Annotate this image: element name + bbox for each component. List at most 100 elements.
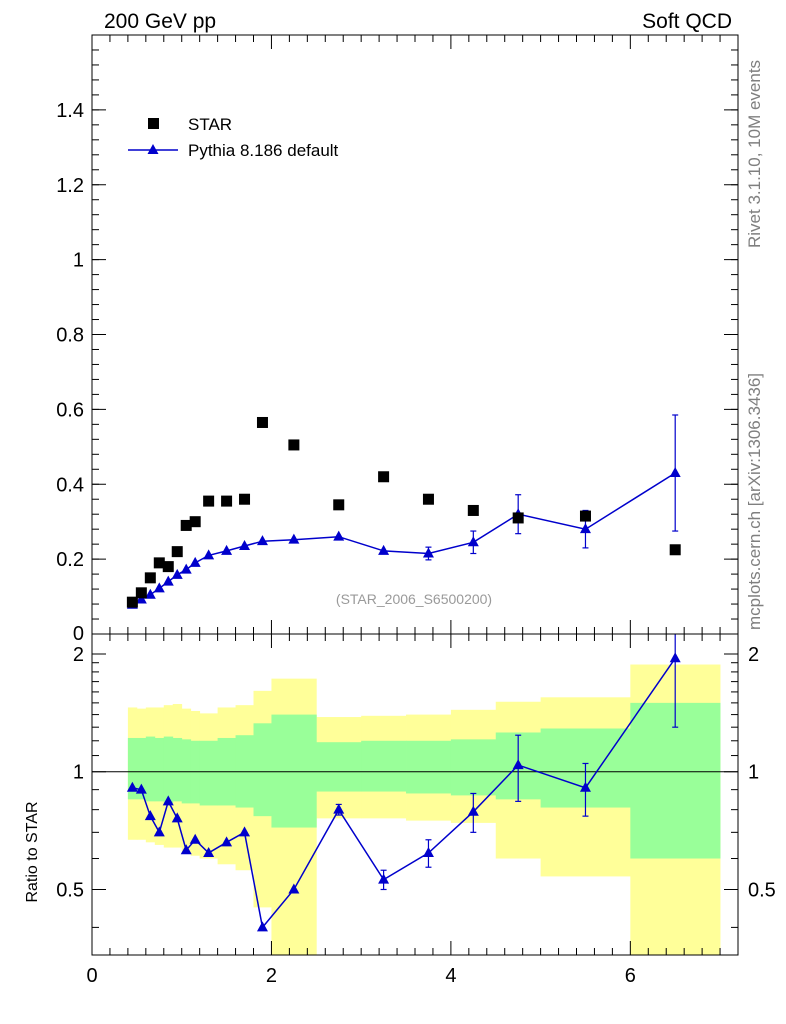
band-inner	[406, 740, 452, 794]
band-inner	[253, 723, 272, 817]
band-inner	[127, 737, 138, 800]
ratio-point	[221, 836, 233, 847]
band-inner	[450, 739, 497, 796]
pythia-point	[171, 568, 183, 579]
ratio-y-tick-label-right: 0.5	[748, 879, 776, 901]
star-point	[153, 557, 165, 569]
ratio-point	[256, 921, 268, 932]
star-point	[189, 516, 201, 528]
star-point	[422, 493, 434, 505]
ratio-y-tick-label: 1	[73, 762, 84, 784]
main-y-tick-label: 0.6	[56, 399, 84, 421]
star-point	[135, 587, 147, 599]
main-panel: 0 0.2 0.4 0.6 0.8 1 1.2 1.4	[56, 34, 739, 645]
star-point	[669, 544, 681, 556]
ratio-y-axis-label: Ratio to STAR	[24, 801, 41, 902]
ratio-point	[669, 652, 681, 663]
ratio-point	[467, 805, 479, 816]
pythia-point	[333, 530, 345, 541]
pythia-point	[144, 588, 156, 599]
legend-star-label: STAR	[188, 115, 232, 134]
side-label-rivet: Rivet 3.1.10, 10M events	[745, 60, 764, 248]
ratio-point	[512, 759, 524, 770]
pythia-point	[180, 563, 192, 574]
band-inner	[163, 736, 174, 804]
star-point	[333, 499, 345, 511]
pythia-point	[135, 593, 147, 604]
ratio-panel: 0.5 1 2 0.5 1 2 0 2 4 6	[56, 633, 776, 987]
pythia-point	[579, 523, 591, 534]
side-label-mcplots: mcplots.cern.ch [arXiv:1306.3436]	[745, 373, 764, 630]
header-right-title: Soft QCD	[642, 10, 732, 33]
ratio-point	[579, 781, 591, 792]
ratio-point	[288, 883, 300, 894]
main-y-tick-label: 0	[73, 623, 84, 645]
ratio-point	[144, 810, 156, 821]
main-y-tick-label: 1	[73, 250, 84, 272]
ratio-y-tick-label-right: 2	[748, 644, 759, 666]
pythia-point	[256, 535, 268, 546]
star-point	[126, 596, 138, 608]
ratio-point	[126, 781, 138, 792]
star-point	[467, 504, 479, 516]
pythia-point	[162, 575, 174, 586]
ratio-point	[239, 826, 251, 837]
ratio-y-tick-label-right: 1	[748, 762, 759, 784]
star-point	[203, 495, 215, 507]
ratio-x-tick-label: 4	[445, 965, 456, 987]
pythia-point	[189, 556, 201, 567]
star-point	[162, 561, 174, 573]
ratio-point	[162, 795, 174, 806]
ratio-y-tick-label: 0.5	[56, 879, 84, 901]
main-y-tick-label: 0.8	[56, 325, 84, 347]
header-left-title: 200 GeV pp	[104, 10, 216, 33]
ratio-point	[189, 833, 201, 844]
star-point	[144, 572, 156, 584]
band-inner	[199, 740, 219, 806]
pythia-point	[467, 536, 479, 547]
ratio-point	[153, 826, 165, 837]
ratio-point	[180, 844, 192, 855]
ratio-x-tick-label: 6	[625, 965, 636, 987]
band-inner	[145, 736, 156, 802]
main-y-tick-label: 0.4	[56, 474, 84, 496]
ratio-point	[378, 873, 390, 884]
ratio-point	[203, 846, 215, 857]
band-inner	[316, 742, 362, 792]
star-point	[378, 471, 390, 483]
star-point	[256, 416, 268, 428]
ratio-plot-frame	[91, 633, 739, 956]
star-point	[221, 495, 233, 507]
band-inner	[630, 702, 721, 859]
pythia-point	[203, 549, 215, 560]
pythia-point	[288, 533, 300, 544]
main-y-tick-label: 1.2	[56, 175, 84, 197]
main-y-tick-label: 1.4	[56, 100, 84, 122]
ratio-y-tick-label: 2	[73, 644, 84, 666]
pythia-point	[153, 582, 165, 593]
pythia-point	[221, 544, 233, 555]
ratio-x-tick-label: 0	[86, 965, 97, 987]
star-point	[288, 439, 300, 451]
ratio-point	[333, 803, 345, 814]
legend-pythia-marker	[147, 144, 159, 154]
ratio-x-tick-label: 2	[266, 965, 277, 987]
band-inner	[136, 737, 147, 800]
band-inner	[154, 737, 165, 802]
pythia-point	[669, 467, 681, 478]
star-point	[180, 519, 192, 531]
ratio-line	[132, 657, 676, 930]
main-y-tick-label: 0.2	[56, 549, 84, 571]
legend-pythia-label: Pythia 8.186 default	[188, 141, 339, 160]
band-inner	[361, 740, 407, 792]
pythia-point	[239, 540, 251, 551]
legend: STAR Pythia 8.186 default	[128, 115, 339, 160]
ratio-point	[171, 812, 183, 823]
star-point	[579, 510, 591, 522]
pythia-line	[132, 472, 676, 606]
star-point	[512, 512, 524, 524]
band-inner	[172, 737, 183, 802]
star-point	[239, 493, 251, 505]
pythia-point	[422, 547, 434, 558]
